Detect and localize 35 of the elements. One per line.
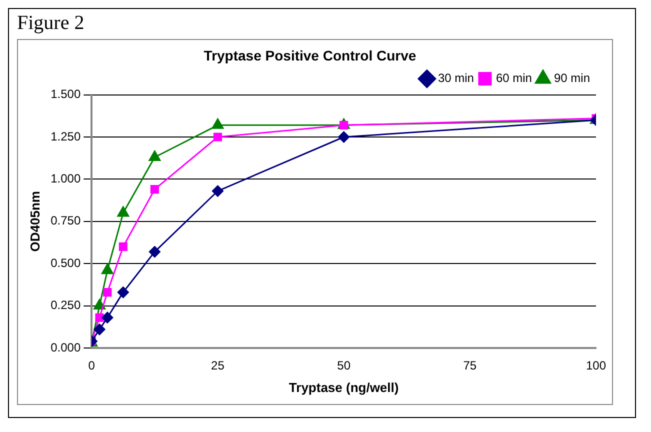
point <box>148 246 160 258</box>
legend-label: 60 min <box>496 71 532 86</box>
point <box>212 185 224 197</box>
point <box>95 313 104 322</box>
point <box>117 206 130 217</box>
x-tick-label: 100 <box>586 358 606 373</box>
point <box>212 118 224 129</box>
point <box>102 312 114 324</box>
point <box>118 242 128 252</box>
x-tick-label: 50 <box>337 358 351 373</box>
y-tick-label: 1.500 <box>50 87 81 102</box>
point <box>213 132 222 142</box>
point <box>94 299 106 310</box>
point <box>101 264 114 274</box>
point <box>150 185 159 194</box>
x-tick-label: 25 <box>211 358 225 373</box>
point <box>148 150 161 162</box>
y-axis-title: OD405nm <box>27 191 42 252</box>
y-tick-label: 1.250 <box>50 129 81 144</box>
x-tick-label: 0 <box>88 358 96 373</box>
point <box>338 131 350 143</box>
y-tick-label: 0.250 <box>50 298 81 312</box>
legend-label: 90 min <box>554 71 590 86</box>
caption: Figure 2 <box>17 11 86 35</box>
legend-label: 30 min <box>438 71 474 86</box>
y-tick-label: 0.000 <box>50 340 81 354</box>
point <box>117 286 129 298</box>
y-tick-label: 1.000 <box>50 172 81 186</box>
x-tick-label: 75 <box>463 358 477 373</box>
point <box>94 324 106 336</box>
y-tick-label: 0.500 <box>50 256 81 270</box>
y-tick-label: 0.750 <box>50 214 81 228</box>
x-axis-title: Tryptase (ng/well) <box>288 380 399 395</box>
point <box>103 288 112 297</box>
chart-title: Tryptase Positive Control Curve <box>204 47 416 64</box>
